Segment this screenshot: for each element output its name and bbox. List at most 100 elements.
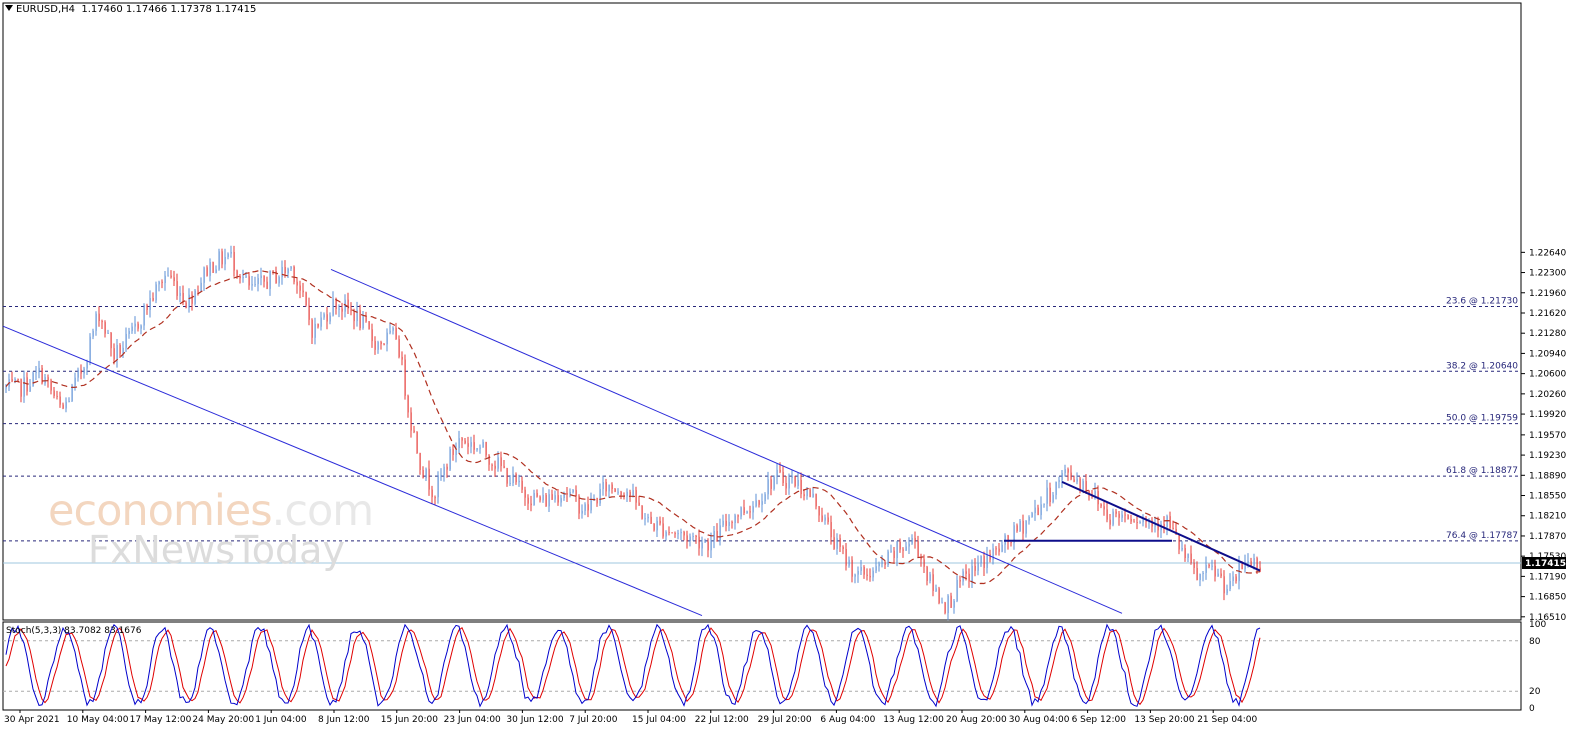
candle-body [1064,469,1066,474]
candle-body [251,284,253,286]
candle-body [386,332,388,345]
candle-body [1256,558,1258,568]
candle-body [509,483,511,485]
candle-body [107,332,109,334]
collapse-arrow-icon[interactable] [5,5,13,11]
candle-body [1208,564,1210,567]
candle-body [17,379,19,381]
x-tick-label: 13 Aug 12:00 [883,715,944,725]
candle-body [158,281,160,285]
candle-body [779,469,781,472]
candle-body [86,362,88,369]
candle-body [137,323,139,329]
candle-body [824,517,826,521]
candle-body [479,447,481,449]
candle-body [542,494,544,501]
candle-body [1013,525,1015,544]
candle-body [1028,517,1030,521]
candle-body [353,311,355,322]
candle-body [653,523,655,531]
candle-body [923,559,925,567]
candle-body [1073,479,1075,482]
candle-body [521,480,523,490]
candle-body [569,492,571,495]
channel-upper[interactable] [330,269,1123,614]
x-tick-label: 30 Jun 12:00 [506,715,563,725]
candle-body [575,489,577,497]
candle-body [890,550,892,552]
resistance-line[interactable] [1061,480,1261,572]
candle-body [833,537,835,549]
candle-body [461,438,463,441]
candle-body [440,475,442,477]
candle-body [998,548,1000,552]
channel-lower[interactable] [2,325,703,617]
candle-body [413,430,415,433]
fib-level-label: 50.0 @ 1.19759 [1446,414,1518,424]
candle-body [311,319,313,338]
candle-body [722,520,724,526]
candle-body [572,489,574,493]
candle-body [866,574,868,576]
y-tick-label: 1.20940 [1529,349,1566,359]
candle-body [371,329,373,342]
candle-body [365,316,367,322]
candle-body [341,308,343,312]
candle-body [425,468,427,479]
stoch-pane-frame [2,621,1522,711]
candle-body [776,469,778,478]
candle-body [1166,516,1168,527]
candle-body [1082,481,1084,490]
candle-body [1040,504,1042,516]
x-tick-label: 23 Jun 04:00 [444,715,501,725]
candle-body [449,449,451,470]
candle-body [983,556,985,568]
candle-body [242,276,244,279]
candle-body [1079,478,1081,490]
candle-body [257,278,259,285]
candle-body [53,390,55,396]
current-price-badge [1522,557,1566,570]
candle-body [536,493,538,497]
candle-body [1157,522,1159,531]
candle-body [398,339,400,357]
candle-body [29,386,31,392]
candle-body [812,493,814,498]
candle-body [947,595,949,614]
candle-body [326,314,328,322]
candle-body [68,400,70,402]
candle-body [584,504,586,511]
candle-body [209,262,211,276]
candle-body [821,515,823,521]
y-tick-label: 1.22300 [1529,269,1566,279]
candle-body [305,292,307,306]
candle-body [1184,548,1186,559]
candle-body [929,574,931,581]
stoch-main-line [5,623,1261,708]
candle-body [125,333,127,348]
y-tick-label: 1.17870 [1529,532,1566,542]
candle-body [884,562,886,565]
candle-body [665,531,667,537]
candle-body [740,507,742,517]
y-tick-label: 1.19920 [1529,410,1566,420]
candle-body [587,504,589,511]
candle-body [629,491,631,496]
candle-body [737,515,739,517]
candle-body [878,563,880,567]
candle-body [971,565,973,582]
candle-body [1103,506,1105,510]
x-tick-label: 30 Apr 2021 [4,715,60,725]
x-tick-label: 1 Jun 04:00 [255,715,307,725]
candle-body [590,500,592,511]
candle-body [1037,507,1039,516]
candle-body [1076,478,1078,482]
candle-body [1163,523,1165,527]
candle-body [335,298,337,309]
candle-body [293,266,295,282]
candle-body [1235,576,1237,582]
candle-body [485,441,487,456]
candle-body [1232,576,1234,581]
